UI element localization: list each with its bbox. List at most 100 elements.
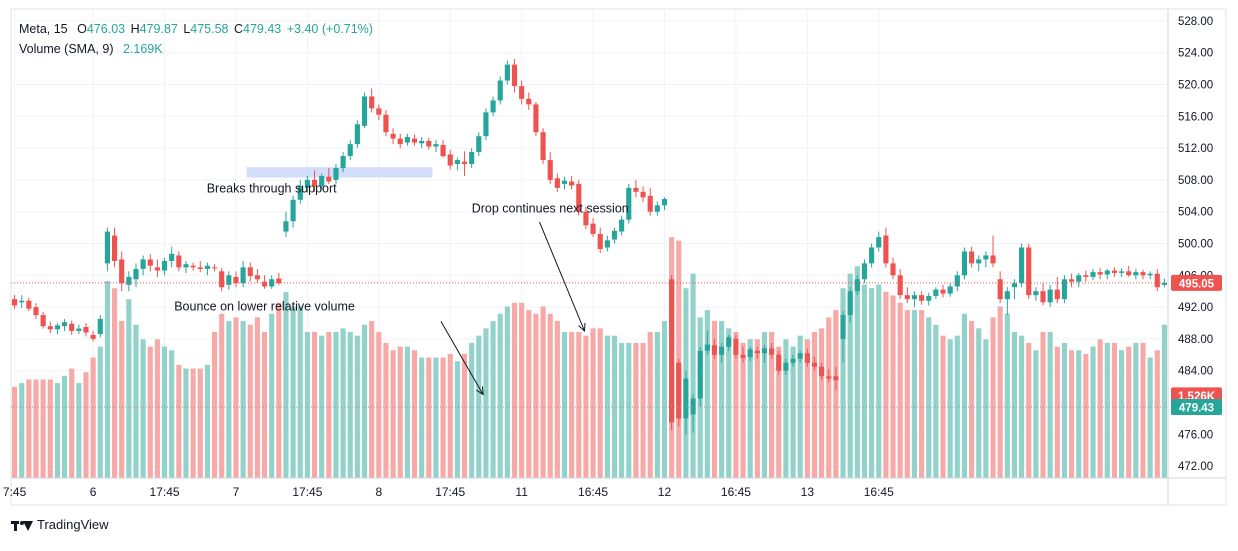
volume-bar — [883, 291, 889, 478]
volume-bar — [11, 386, 18, 478]
candle-body — [1147, 273, 1153, 276]
candle-body — [169, 253, 175, 261]
volume-bar — [176, 364, 182, 478]
volume-bar — [911, 310, 918, 478]
volume-bar — [640, 342, 646, 478]
volume-bar — [483, 328, 489, 478]
candle-body — [397, 138, 403, 145]
volume-bar — [604, 335, 610, 478]
candle-body — [19, 300, 25, 303]
candle-body — [311, 179, 318, 187]
annotations: Breaks through support Drop continues nex… — [174, 182, 629, 396]
high-label: H — [130, 22, 140, 36]
volume-bar — [383, 342, 389, 478]
candle-body — [219, 271, 225, 288]
volume-bar — [397, 346, 403, 478]
candle-body — [83, 326, 89, 333]
volume-bar — [47, 379, 53, 478]
volume-bar — [690, 273, 696, 478]
candle-body — [369, 96, 375, 109]
candle-body — [340, 156, 346, 168]
volume-bar — [933, 324, 939, 478]
candle-body — [261, 281, 268, 287]
x-tick-label: 7:45 — [3, 485, 27, 499]
volume-bar — [190, 368, 196, 478]
candle-body — [1069, 279, 1075, 282]
volume-bar — [747, 339, 753, 478]
support-zone-layer — [246, 167, 433, 178]
candle-body — [319, 175, 325, 187]
volume-bar — [904, 310, 910, 478]
volume-bar — [369, 321, 375, 478]
candle-body — [1083, 275, 1089, 277]
candle-body — [1111, 270, 1118, 273]
candle-body — [376, 108, 382, 115]
candle-body — [597, 233, 603, 250]
volume-bar — [519, 302, 525, 478]
volume-bar — [354, 335, 360, 478]
volume-bar — [361, 324, 368, 478]
candle-body — [869, 247, 875, 264]
volume-bar — [283, 291, 289, 478]
volume-bar — [940, 335, 946, 478]
volume-bar — [111, 288, 118, 478]
candle-body — [11, 299, 18, 306]
symbol-label[interactable]: Meta, 15 — [19, 22, 68, 36]
candle-body — [911, 295, 918, 300]
candle-body — [269, 279, 275, 287]
volume-bar — [869, 288, 875, 478]
volume-indicator-label[interactable]: Volume (SMA, 9) — [19, 42, 114, 56]
volume-bar — [1047, 332, 1053, 478]
candle-body — [683, 378, 689, 419]
y-tick-label: 520.00 — [1178, 80, 1213, 92]
volume-bar — [197, 368, 203, 478]
candle-body — [854, 279, 860, 292]
x-tick-label: 6 — [90, 485, 97, 499]
volume-bar — [633, 342, 639, 478]
volume-bar — [254, 317, 260, 478]
candle-body — [1054, 289, 1060, 300]
volume-bar — [654, 332, 660, 478]
volume-bar — [54, 383, 60, 478]
candle-body — [1119, 271, 1125, 273]
candle-body — [704, 344, 710, 351]
candle-body — [847, 291, 853, 316]
plot-frame — [10, 8, 1227, 506]
volume-bar — [1147, 357, 1153, 478]
volume-bar — [1104, 342, 1110, 478]
volume-bar — [790, 346, 796, 478]
volume-bar — [783, 339, 789, 478]
volume-bar — [590, 328, 596, 478]
volume-bar — [211, 332, 218, 478]
volume-bar — [97, 346, 103, 478]
tradingview-branding[interactable]: TradingView — [11, 517, 109, 532]
candle-body — [419, 140, 425, 144]
volume-bar — [204, 364, 210, 478]
volume-bar — [304, 332, 310, 478]
volume-bar — [19, 383, 25, 478]
candle-body — [983, 255, 989, 260]
ohlc-legend-row: Meta, 15 O476.03 H479.87 L475.58 C479.43… — [19, 19, 373, 39]
candle-body — [569, 181, 575, 186]
candle-body — [711, 345, 718, 355]
volume-bar — [433, 357, 439, 478]
volume-bar — [276, 302, 282, 478]
candle-body — [947, 286, 953, 294]
candle-body — [26, 300, 32, 309]
volume-bar — [533, 313, 539, 478]
candle-body — [211, 267, 218, 269]
volume-bar — [426, 357, 432, 478]
volume-bar — [961, 313, 968, 478]
candle-body — [226, 275, 232, 285]
candle-body — [433, 144, 439, 147]
volume-bar — [804, 339, 810, 478]
candle-body — [197, 267, 203, 269]
volume-bar — [1069, 350, 1075, 478]
candle-body — [469, 152, 475, 165]
y-tick-label: 492.00 — [1178, 302, 1213, 314]
volume-bar — [290, 306, 296, 478]
candle-body — [526, 98, 532, 105]
low-value: 475.58 — [190, 22, 229, 36]
